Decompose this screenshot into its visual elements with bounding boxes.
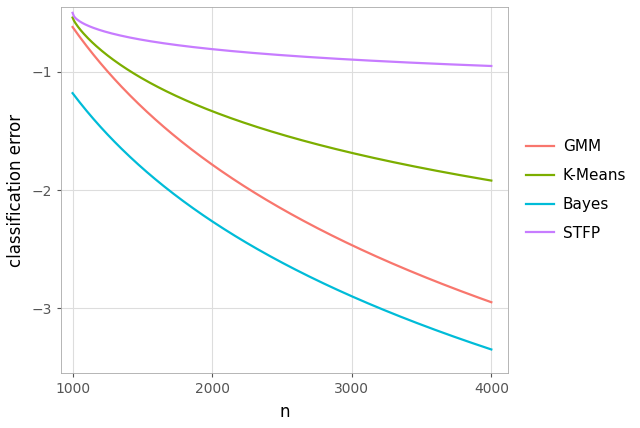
Bayes (422, 324, 429, 329)
K-Means (317, 143, 324, 148)
K-Means (488, 178, 495, 183)
GMM (70, 27, 78, 32)
STFP (317, 55, 324, 60)
Bayes (68, 91, 76, 96)
Bayes (317, 279, 324, 285)
STFP (488, 63, 495, 68)
X-axis label: n: n (280, 403, 290, 421)
GMM (488, 300, 495, 305)
GMM (325, 232, 333, 237)
Bayes (318, 280, 326, 285)
GMM (422, 275, 429, 280)
K-Means (448, 171, 456, 176)
GMM (448, 285, 456, 290)
STFP (70, 14, 78, 19)
Line: Bayes: Bayes (72, 93, 492, 349)
K-Means (70, 18, 78, 23)
Legend: GMM, K-Means, Bayes, STFP: GMM, K-Means, Bayes, STFP (520, 133, 632, 247)
K-Means (422, 166, 429, 171)
Bayes (70, 92, 78, 98)
Y-axis label: classification error: classification error (7, 113, 25, 267)
STFP (325, 56, 333, 61)
K-Means (68, 15, 76, 20)
STFP (422, 61, 429, 66)
STFP (68, 10, 76, 15)
STFP (318, 55, 326, 60)
STFP (448, 62, 456, 67)
K-Means (325, 145, 333, 150)
Bayes (488, 347, 495, 352)
Line: GMM: GMM (72, 27, 492, 302)
GMM (318, 228, 326, 233)
GMM (68, 24, 76, 30)
Line: STFP: STFP (72, 13, 492, 66)
Bayes (325, 283, 333, 288)
K-Means (318, 143, 326, 148)
Bayes (448, 333, 456, 339)
GMM (317, 227, 324, 232)
Line: K-Means: K-Means (72, 18, 492, 181)
